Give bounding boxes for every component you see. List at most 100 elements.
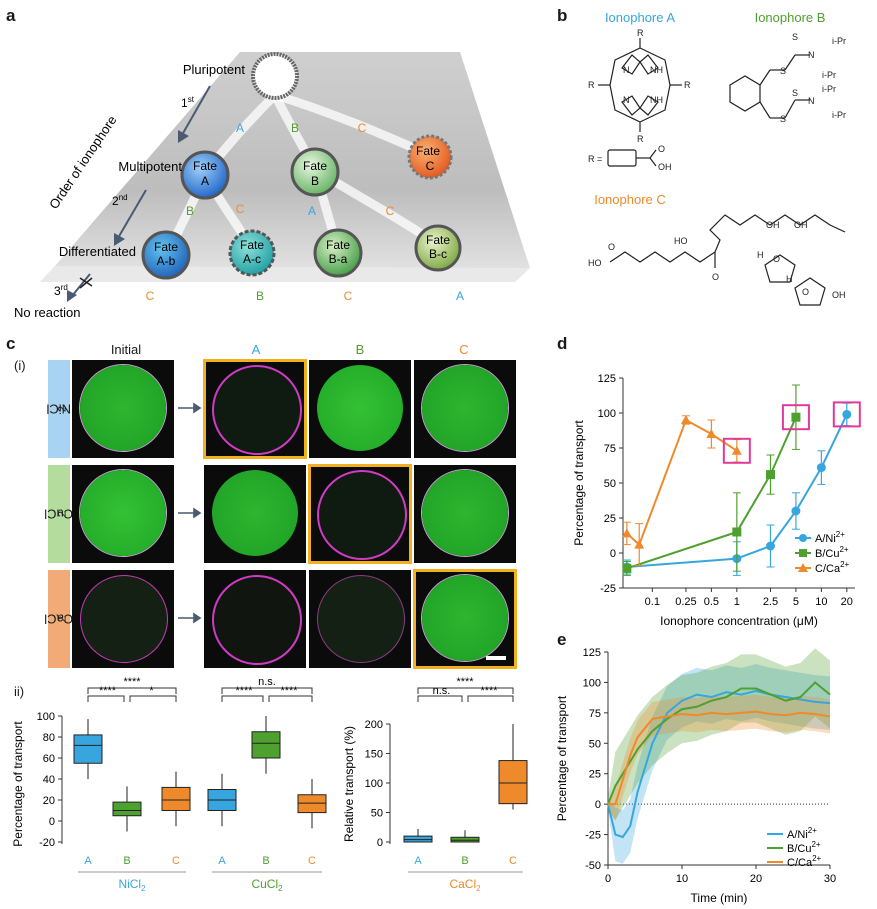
data-point [765, 541, 775, 551]
bp2-xcat: C [509, 855, 517, 867]
bp2-sig: n.s. [433, 685, 451, 697]
legend-label: C/Ca2+ [815, 560, 850, 575]
atom-h2: H [786, 274, 793, 284]
data-point [791, 506, 801, 516]
xtick-label: 10 [815, 596, 827, 608]
xtick-label: 20 [750, 873, 762, 885]
atom-h1: H [757, 250, 764, 260]
atom-n1: N [623, 65, 630, 75]
xtick-label: 10 [676, 873, 688, 885]
ytick-label: 50 [604, 478, 616, 490]
bp2-ytick-label: 50 [371, 808, 383, 820]
bp2-sig: **** [456, 676, 474, 688]
series-line-1 [607, 681, 831, 805]
ionophore-b-structure [729, 54, 810, 119]
lane-bot-b: B [256, 289, 264, 303]
data-point [621, 528, 632, 538]
bp2-sig: **** [480, 685, 498, 697]
atom-ipr2: i-Pr [822, 70, 836, 80]
micrograph-ni-b [309, 360, 411, 458]
ytick-label: 125 [583, 647, 601, 659]
ytick-label: 25 [604, 513, 616, 525]
bp-bracket [221, 695, 264, 702]
micrograph-ni-c [414, 360, 516, 458]
boxplot-panel: Percentage of transport Relative transpo… [11, 676, 528, 893]
cell-fate-b-l2: B [311, 174, 319, 188]
panel-label-e: e [557, 630, 567, 649]
bp-sig: * [149, 685, 154, 697]
col-b: B [355, 342, 365, 357]
boxplot-ylabel: Percentage of transport [11, 721, 25, 847]
xtick-label: 2.5 [763, 596, 778, 608]
highlight-box [832, 401, 861, 428]
label-c-ii: ii) [14, 684, 25, 699]
bp2-box [403, 835, 433, 843]
data-point [634, 539, 645, 549]
atom-o-c1: O [608, 242, 615, 252]
bp-group-label: CuCl2 [251, 877, 283, 893]
cell-fate-bc-l2: B-c [429, 247, 447, 261]
atom-oh-acid: OH [658, 162, 672, 172]
highlight-box [781, 404, 810, 431]
col-a: A [251, 342, 261, 357]
data-point [731, 445, 742, 455]
atom-ipr4: i-Pr [832, 110, 846, 120]
bp-sig: n.s. [258, 676, 276, 688]
cell-fate-ab-l1: Fate [154, 240, 178, 254]
bp-ytick-label: 100 [37, 711, 55, 723]
bp-xcat: C [308, 855, 316, 867]
bp-box [112, 801, 142, 817]
xtick-label: 0.1 [645, 596, 660, 608]
ionophore-a-title: Ionophore A [605, 10, 675, 25]
atom-nh2: NH [650, 95, 663, 105]
row-arrows [178, 402, 202, 624]
y-axis-label: Percentage of transport [555, 695, 569, 821]
ionophore-c-title: Ionophore C [594, 192, 666, 207]
atom-r1: R [637, 28, 644, 38]
atom-nh1: NH [650, 65, 663, 75]
atom-r3: R [588, 80, 595, 90]
lane-top-b: B [291, 121, 299, 135]
cell-fate-a-l2: A [201, 174, 209, 188]
data-point [622, 563, 632, 573]
lane-mid-b: B [186, 204, 194, 218]
data-point [791, 412, 801, 422]
bp-bracket [129, 695, 177, 702]
panel-label-d: d [557, 334, 568, 353]
atom-o-acid: O [658, 144, 665, 154]
legend-marker [798, 563, 808, 572]
atom-r-eq: R = [588, 154, 602, 164]
series-line-2 [608, 710, 831, 806]
atom-s1: S [780, 66, 786, 76]
atom-r4: R [684, 80, 691, 90]
micrograph-cu-b [308, 464, 412, 564]
atom-n2: N [623, 95, 630, 105]
legend-label: A/Ni2+ [787, 826, 817, 841]
ytick-label: 25 [589, 769, 601, 781]
bp-xcat: B [262, 855, 269, 867]
lane-bot-c: C [146, 289, 155, 303]
highlight-box [722, 437, 751, 464]
atom-ipr3: i-Pr [822, 84, 836, 94]
atom-s3: S [792, 32, 798, 42]
bp2-box [498, 760, 528, 805]
col-initial: Initial [110, 342, 142, 357]
atom-oh-c3: OH [832, 290, 846, 300]
atom-oh-c1: OH [766, 220, 780, 230]
micrograph-cu-initial [72, 465, 174, 563]
micrograph-ca-b [309, 570, 411, 668]
bp2-ytick-label: 200 [365, 719, 383, 731]
cell-fate-ba-l2: B-a [329, 252, 348, 266]
atom-oh-c2: OH [794, 220, 808, 230]
bp-sig: **** [235, 685, 253, 697]
atom-ipr1: i-Pr [832, 36, 846, 46]
bp-ytick-label: -20 [39, 837, 55, 849]
xtick-label: 5 [793, 596, 799, 608]
lane-bot-a: A [456, 289, 464, 303]
label-first: 1st [181, 95, 195, 110]
series-line-1 [626, 416, 797, 570]
chart-d: 125 100 75 50 25 0 -25 0.1 0.25 0.5 1 2.5 5 10 20 Ionop… [572, 373, 861, 628]
label-differentiated: Differentiated [59, 244, 136, 259]
cell-fate-bc-l1: Fate [426, 233, 450, 247]
cell-fate-c-l1: Fate [416, 144, 440, 158]
